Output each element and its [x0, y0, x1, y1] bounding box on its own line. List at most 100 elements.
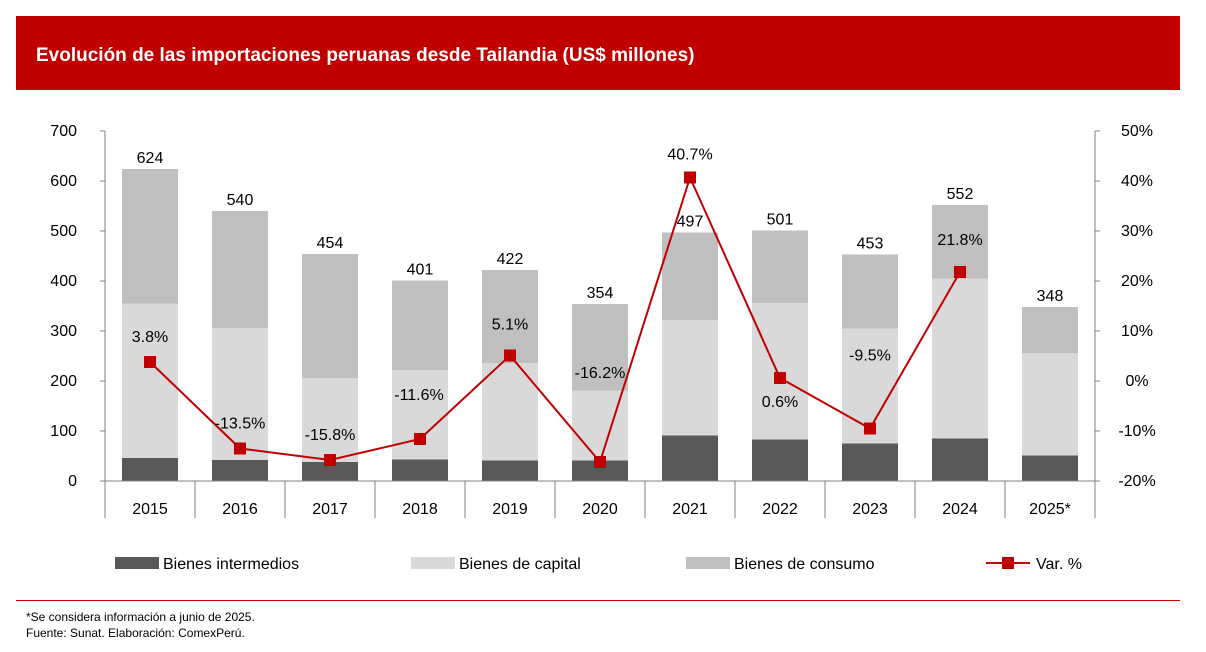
- bar-total-label: 401: [407, 262, 434, 279]
- footer-divider: [16, 600, 1180, 601]
- legend-consumo-swatch: [686, 557, 730, 569]
- bar-total-label: 624: [137, 150, 164, 167]
- var-point: [414, 433, 426, 445]
- bar-intermedios: [752, 439, 808, 481]
- right-axis-tick-label: 10%: [1121, 323, 1153, 340]
- left-axis-tick-label: 0: [68, 473, 77, 490]
- var-point: [144, 356, 156, 368]
- bar-total-label: 454: [317, 235, 344, 252]
- bar-total-label: 540: [227, 192, 254, 209]
- bar-intermedios: [482, 460, 538, 481]
- source-note: Fuente: Sunat. Elaboración: ComexPerú.: [26, 626, 245, 640]
- bar-total-label: 348: [1037, 288, 1064, 305]
- bar-total-label: 552: [947, 186, 974, 203]
- right-axis-tick-label: 30%: [1121, 223, 1153, 240]
- left-axis-tick-label: 400: [50, 273, 77, 290]
- bar-consumo: [1022, 307, 1078, 353]
- left-axis-tick-label: 200: [50, 373, 77, 390]
- bar-capital: [482, 363, 538, 461]
- bar-capital: [932, 278, 988, 439]
- x-axis-tick-label: 2016: [222, 501, 258, 518]
- left-axis-tick-label: 600: [50, 173, 77, 190]
- bar-consumo: [212, 211, 268, 328]
- bar-total-label: 497: [677, 214, 704, 231]
- bar-consumo: [302, 254, 358, 378]
- legend-intermedios-swatch: [115, 557, 159, 569]
- left-axis-tick-label: 300: [50, 323, 77, 340]
- var-point: [774, 372, 786, 384]
- left-axis-tick-label: 700: [50, 123, 77, 140]
- bar-capital: [392, 370, 448, 460]
- bar-intermedios: [932, 438, 988, 481]
- legend-consumo-label: Bienes de consumo: [734, 556, 875, 573]
- bar-consumo: [572, 304, 628, 391]
- var-data-label: -15.8%: [305, 427, 356, 444]
- legend-capital-label: Bienes de capital: [459, 556, 581, 573]
- bar-intermedios: [1022, 455, 1078, 481]
- bar-intermedios: [122, 458, 178, 481]
- bar-consumo: [122, 169, 178, 304]
- bar-intermedios: [572, 460, 628, 481]
- x-axis-tick-label: 2015: [132, 501, 168, 518]
- x-axis-tick-label: 2025*: [1029, 501, 1071, 518]
- var-line: [149, 174, 961, 465]
- right-axis-tick-label: 50%: [1121, 123, 1153, 140]
- left-axis-tick-label: 500: [50, 223, 77, 240]
- imports-chart: 0 100 200 300 400 500 600 700 -20% -10% 0% 10% 20% 30…: [50, 123, 1155, 573]
- var-data-label: 3.8%: [132, 329, 168, 346]
- var-data-label: 0.6%: [762, 394, 798, 411]
- legend-var-label: Var. %: [1036, 556, 1082, 573]
- bar-capital: [662, 320, 718, 436]
- bar-total-label: 422: [497, 251, 524, 268]
- var-point: [684, 171, 696, 184]
- bar-intermedios: [662, 435, 718, 481]
- left-axis-tick-label: 100: [50, 423, 77, 440]
- x-axis-tick-label: 2024: [942, 501, 978, 518]
- right-axis-tick-label: 0%: [1125, 373, 1148, 390]
- footnote: *Se considera información a junio de 202…: [26, 610, 255, 624]
- var-data-label: 40.7%: [667, 147, 712, 164]
- bar-intermedios: [392, 459, 448, 481]
- legend-var-marker: [1002, 557, 1014, 569]
- bar-capital: [212, 328, 268, 460]
- bar-total-label: 354: [587, 285, 614, 302]
- var-point: [504, 349, 516, 362]
- var-point: [594, 456, 606, 468]
- var-data-label: 21.8%: [937, 232, 982, 249]
- x-axis-tick-label: 2023: [852, 501, 888, 518]
- x-axis-tick-label: 2020: [582, 501, 618, 518]
- right-axis-tick-label: 40%: [1121, 173, 1153, 190]
- bar-intermedios: [212, 460, 268, 481]
- bar-capital: [302, 378, 358, 462]
- bar-consumo: [482, 270, 538, 363]
- var-data-label: -13.5%: [215, 416, 266, 433]
- var-data-label: -11.6%: [394, 387, 444, 404]
- bar-consumo: [662, 232, 718, 320]
- bar-total-label: 501: [767, 212, 794, 229]
- right-axis-tick-label: -10%: [1118, 423, 1155, 440]
- var-point: [954, 266, 966, 278]
- var-data-label: -9.5%: [849, 348, 891, 365]
- x-axis-tick-label: 2017: [312, 501, 348, 518]
- var-point: [864, 422, 876, 435]
- x-axis-tick-label: 2021: [672, 501, 708, 518]
- bar-capital: [1022, 353, 1078, 456]
- bar-intermedios: [302, 462, 358, 481]
- right-axis-tick-label: -20%: [1118, 473, 1155, 490]
- x-axis-tick-label: 2022: [762, 501, 798, 518]
- bar-capital: [752, 303, 808, 440]
- bar-consumo: [842, 254, 898, 329]
- var-data-label: -16.2%: [575, 365, 626, 382]
- chart-header: Evolución de las importaciones peruanas …: [16, 16, 1180, 90]
- right-axis-tick-label: 20%: [1121, 273, 1153, 290]
- legend-intermedios-label: Bienes intermedios: [163, 556, 299, 573]
- x-axis-tick-label: 2018: [402, 501, 438, 518]
- var-point: [234, 442, 246, 455]
- legend-capital-swatch: [411, 557, 455, 569]
- chart-title: Evolución de las importaciones peruanas …: [36, 45, 695, 66]
- bar-intermedios: [842, 443, 898, 481]
- bar-total-label: 453: [857, 236, 884, 253]
- bar-consumo: [752, 230, 808, 303]
- var-point: [324, 454, 336, 466]
- bar-consumo: [392, 280, 448, 370]
